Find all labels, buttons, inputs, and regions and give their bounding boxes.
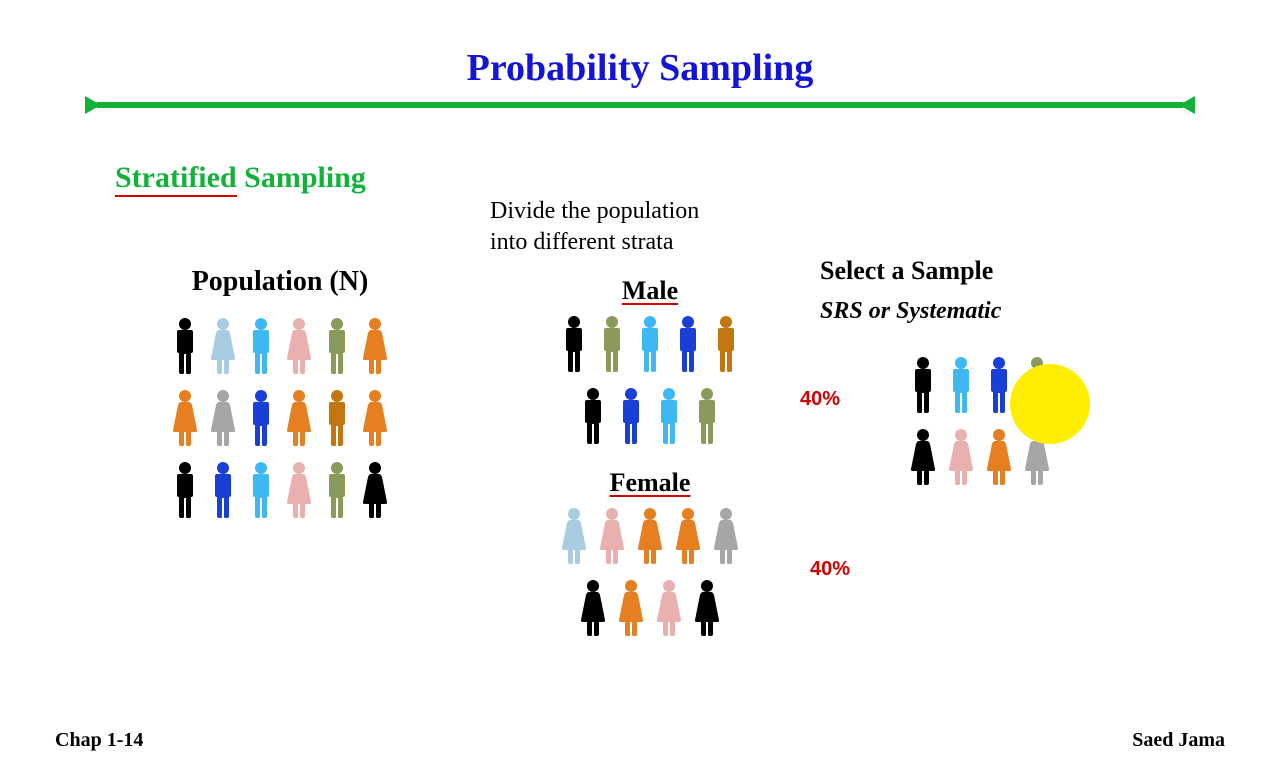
strata-instruction: Divide the population into different str… (490, 196, 810, 258)
subtitle-word-sampling: Sampling (237, 161, 366, 194)
female-person-icon (283, 316, 315, 376)
female-person-icon (169, 388, 201, 448)
sample-column: Select a Sample SRS or Systematic (820, 256, 1140, 499)
subtitle-word-stratified: Stratified (115, 161, 237, 197)
female-person-icon (710, 506, 742, 566)
male-grid (490, 314, 810, 446)
female-person-icon (596, 506, 628, 566)
cursor-spotlight (1010, 364, 1090, 444)
male-person-icon (169, 316, 201, 376)
male-person-icon (321, 316, 353, 376)
strata-column: Divide the population into different str… (490, 196, 810, 650)
population-column: Population (N) (120, 266, 440, 532)
female-person-icon (945, 427, 977, 487)
female-person-icon (634, 506, 666, 566)
female-person-icon (672, 506, 704, 566)
female-person-icon (558, 506, 590, 566)
strata-instruction-line1: Divide the population (490, 198, 699, 224)
page-title: Probability Sampling (0, 46, 1280, 90)
male-stratum: Male 40% (490, 276, 810, 446)
population-row (120, 316, 440, 376)
female-person-icon (283, 460, 315, 520)
male-person-icon (321, 388, 353, 448)
female-person-icon (359, 460, 391, 520)
male-person-icon (558, 314, 590, 374)
male-person-icon (907, 355, 939, 415)
divider-right-arrow (1179, 96, 1195, 114)
male-person-icon (577, 386, 609, 446)
male-person-icon (672, 314, 704, 374)
male-person-icon (245, 316, 277, 376)
population-grid (120, 316, 440, 520)
female-person-icon (359, 388, 391, 448)
sample-grid (820, 355, 1140, 487)
male-person-icon (207, 460, 239, 520)
population-row (120, 388, 440, 448)
male-row (490, 386, 810, 446)
female-percent-annotation: 40% (810, 558, 850, 581)
female-person-icon (577, 578, 609, 638)
female-person-icon (615, 578, 647, 638)
male-person-icon (245, 388, 277, 448)
strata-instruction-line2: into different strata (490, 229, 674, 255)
female-row (490, 578, 810, 638)
sample-row (820, 427, 1140, 487)
female-person-icon (691, 578, 723, 638)
female-person-icon (907, 427, 939, 487)
divider (85, 96, 1195, 114)
sample-row (820, 355, 1140, 415)
population-row (120, 460, 440, 520)
population-label: Population (N) (120, 266, 440, 298)
male-person-icon (653, 386, 685, 446)
female-person-icon (207, 388, 239, 448)
sample-label-2: SRS or Systematic (820, 298, 1140, 325)
footer-chapter: Chap 1-14 (55, 729, 143, 752)
female-person-icon (207, 316, 239, 376)
male-person-icon (245, 460, 277, 520)
female-person-icon (283, 388, 315, 448)
male-person-icon (945, 355, 977, 415)
female-person-icon (359, 316, 391, 376)
sample-label-1: Select a Sample (820, 256, 1140, 286)
male-person-icon (596, 314, 628, 374)
divider-line (97, 102, 1183, 108)
male-person-icon (169, 460, 201, 520)
female-stratum: Female 40% (490, 468, 810, 638)
female-person-icon (983, 427, 1015, 487)
male-person-icon (691, 386, 723, 446)
male-person-icon (710, 314, 742, 374)
female-label: Female (490, 468, 810, 498)
male-person-icon (321, 460, 353, 520)
female-row (490, 506, 810, 566)
male-row (490, 314, 810, 374)
male-person-icon (615, 386, 647, 446)
male-label: Male (490, 276, 810, 306)
female-person-icon (653, 578, 685, 638)
male-person-icon (634, 314, 666, 374)
footer-author: Saed Jama (1132, 729, 1225, 752)
female-grid (490, 506, 810, 638)
subtitle: Stratified Sampling (115, 161, 366, 195)
